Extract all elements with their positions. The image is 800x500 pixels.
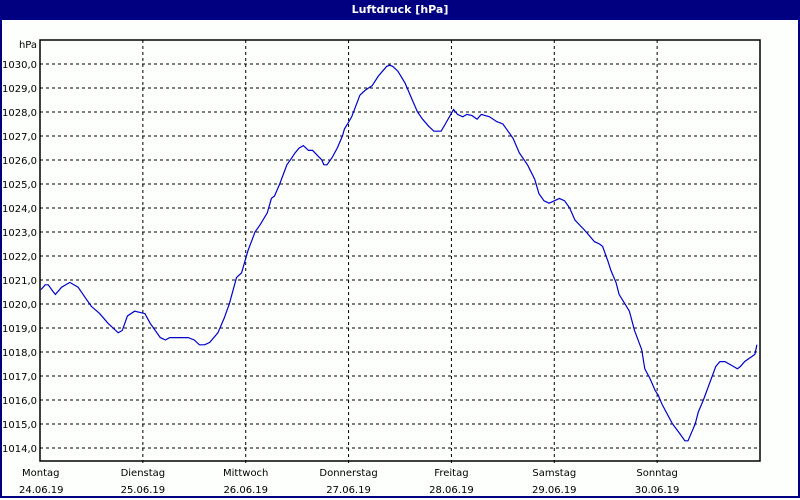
y-tick-label: 1027,0 xyxy=(2,132,37,143)
y-tick-label: 1025,0 xyxy=(2,180,37,191)
chart-title: Luftdruck [hPa] xyxy=(0,0,800,20)
y-tick-label: 1028,0 xyxy=(2,108,37,119)
x-tick-date: 28.06.19 xyxy=(429,485,474,496)
plot-area xyxy=(39,39,761,462)
y-tick-label: 1024,0 xyxy=(2,204,37,215)
x-tick-day: Mittwoch xyxy=(223,468,268,479)
y-axis-unit: hPa xyxy=(19,40,37,51)
x-tick-day: Freitag xyxy=(434,468,468,479)
y-tick-label: 1020,0 xyxy=(2,300,37,311)
y-tick-label: 1026,0 xyxy=(2,156,37,167)
x-axis: Montag 24.06.19 Dienstag 25.06.19 Mittwoch 26… xyxy=(19,468,679,496)
x-tick-date: 29.06.19 xyxy=(532,485,577,496)
pressure-line xyxy=(40,64,758,442)
y-tick-label: 1030,0 xyxy=(2,60,37,71)
y-tick-label: 1015,0 xyxy=(2,420,37,431)
x-tick-date: 25.06.19 xyxy=(121,485,166,496)
y-axis: 1014,0 1015,0 1016,0 1017,0 1018,0 1019,0 1020… xyxy=(2,60,37,455)
y-tick-label: 1014,0 xyxy=(2,444,37,455)
x-tick-date: 26.06.19 xyxy=(223,485,268,496)
x-tick-day: Dienstag xyxy=(121,468,166,479)
x-tick-day: Samstag xyxy=(532,468,576,479)
x-tick-date: 30.06.19 xyxy=(635,485,680,496)
grid xyxy=(40,40,760,465)
x-tick-day: Montag xyxy=(22,468,59,479)
y-tick-label: 1023,0 xyxy=(2,228,37,239)
y-tick-label: 1018,0 xyxy=(2,348,37,359)
y-tick-label: 1017,0 xyxy=(2,372,37,383)
y-tick-label: 1016,0 xyxy=(2,396,37,407)
y-tick-label: 1022,0 xyxy=(2,252,37,263)
x-tick-day: Donnerstag xyxy=(319,468,377,479)
y-tick-label: 1021,0 xyxy=(2,276,37,287)
x-tick-date: 24.06.19 xyxy=(19,485,64,496)
x-tick-day: Sonntag xyxy=(636,468,678,479)
x-tick-date: 27.06.19 xyxy=(326,485,371,496)
y-tick-label: 1019,0 xyxy=(2,324,37,335)
y-tick-label: 1029,0 xyxy=(2,84,37,95)
